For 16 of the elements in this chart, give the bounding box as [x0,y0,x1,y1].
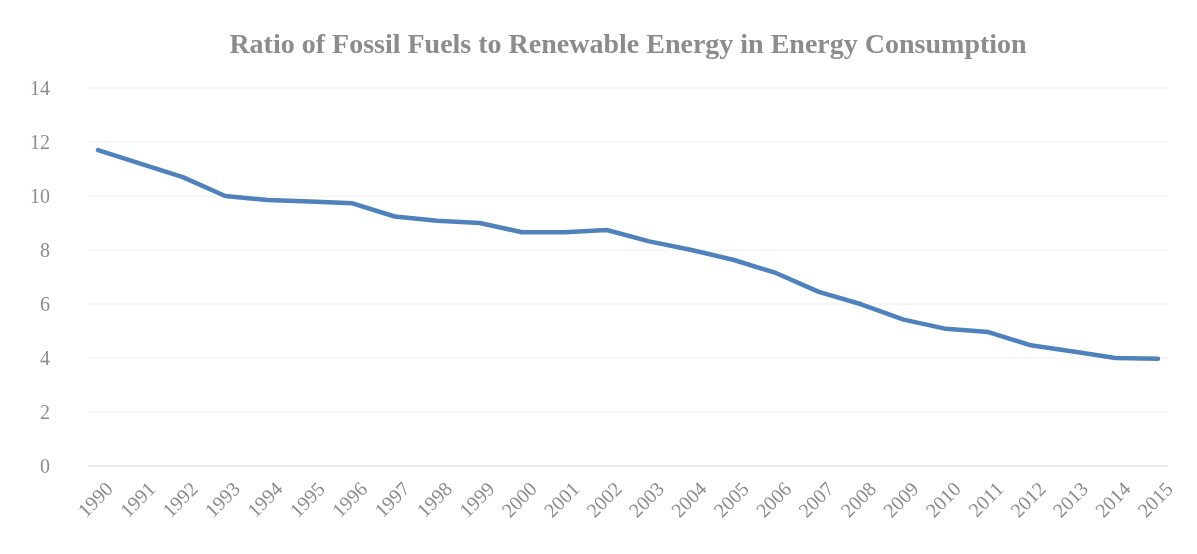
y-tick-label: 2 [40,401,50,424]
x-tick-label: 1999 [454,477,499,522]
x-tick-label: 1998 [412,477,457,522]
y-tick-label: 0 [40,455,50,478]
y-tick-label: 8 [40,239,50,262]
y-tick-label: 4 [40,347,50,370]
y-tick-label: 6 [40,293,50,316]
x-tick-label: 1990 [73,477,118,522]
line-series [95,147,1161,362]
x-tick-label: 1991 [115,477,160,522]
chart-title: Ratio of Fossil Fuels to Renewable Energy in Energy Consumption [228,27,1028,61]
y-tick-label: 14 [30,77,50,100]
x-tick-label: 1993 [200,477,245,522]
y-tick-label: 10 [30,185,50,208]
y-tick-label: 12 [30,131,50,154]
x-tick-label: 1992 [157,477,202,522]
